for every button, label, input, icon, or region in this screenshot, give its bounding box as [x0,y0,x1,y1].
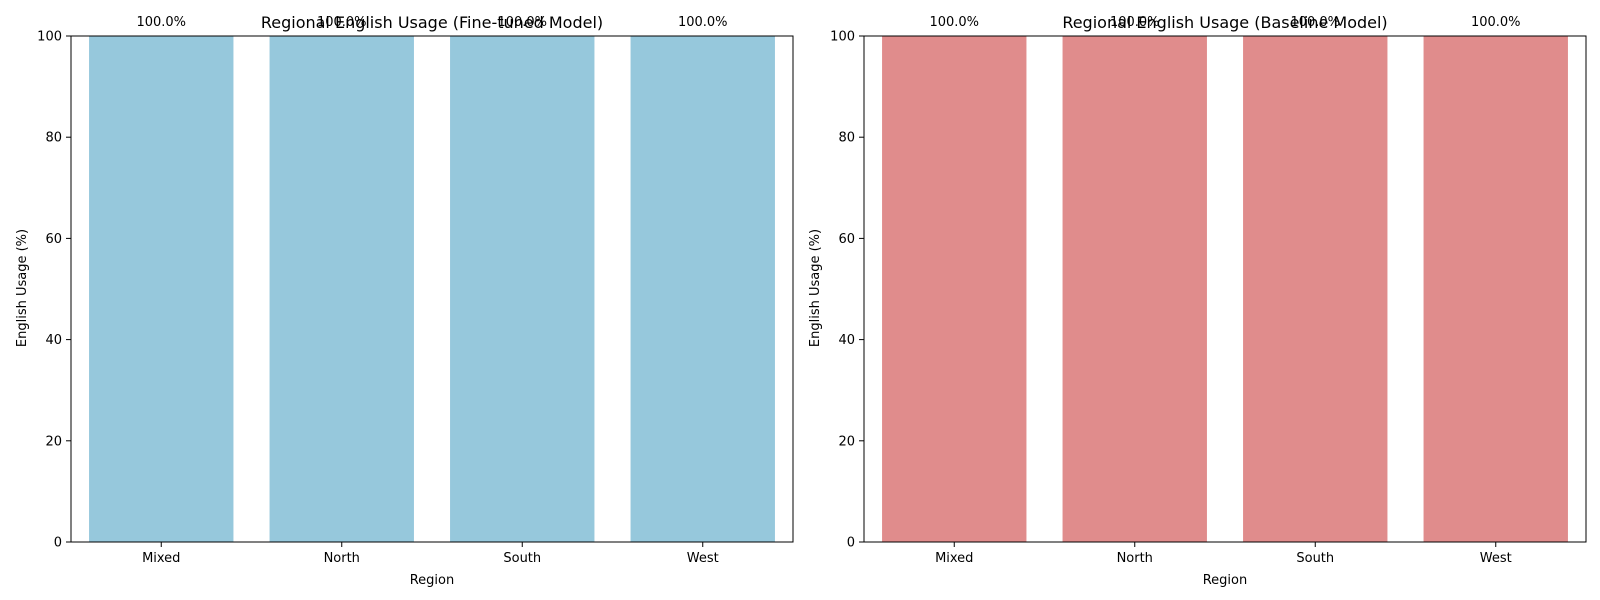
x-axis-label: Region [410,573,455,588]
chart-title: Regional English Usage (Baseline Model) [1062,13,1387,32]
y-tick-label: 100 [830,30,855,45]
bars [89,36,775,542]
y-tick-label: 80 [838,131,855,146]
bar-south [450,36,595,542]
y-tick-label: 0 [847,536,855,551]
plot-frame [70,35,794,543]
data-label: 100.0% [1471,15,1521,30]
x-tick-label: North [324,551,360,566]
y-tick-label: 20 [45,434,62,449]
y-tick-label: 60 [45,232,62,247]
y-ticks: 0 20 40 60 80 100 [830,30,864,551]
y-tick-label: 60 [838,232,855,247]
data-label: 100.0% [678,15,728,30]
bar-west [1423,36,1568,542]
x-tick-label: Mixed [142,551,180,566]
data-label: 100.0% [1110,15,1160,30]
chart-panel-fine-tuned: Regional English Usage (Fine-tuned Model… [15,13,794,588]
x-tick-label: North [1117,551,1153,566]
data-label: 100.0% [497,15,547,30]
y-tick-label: 0 [54,536,62,551]
y-axis-label: English Usage (%) [15,229,30,347]
bar-north [1062,36,1207,542]
data-label: 100.0% [136,15,186,30]
plot-frame [863,35,1587,543]
value-labels: 100.0% 100.0% 100.0% 100.0% [136,15,727,30]
x-tick-label: South [1296,551,1334,566]
bar-south [1243,36,1388,542]
y-tick-label: 100 [37,30,62,45]
bar-mixed [882,36,1027,542]
x-tick-label: West [687,551,719,566]
chart-title: Regional English Usage (Fine-tuned Model… [261,13,603,32]
x-ticks: Mixed North South West [935,542,1512,566]
x-axis-label: Region [1203,573,1248,588]
x-tick-label: West [1480,551,1512,566]
chart-panel-baseline: Regional English Usage (Baseline Model) … [808,13,1587,588]
y-tick-label: 40 [45,333,62,348]
value-labels: 100.0% 100.0% 100.0% 100.0% [929,15,1520,30]
data-label: 100.0% [1290,15,1340,30]
bar-west [630,36,775,542]
bar-mixed [89,36,234,542]
y-ticks: 0 20 40 60 80 100 [37,30,71,551]
data-label: 100.0% [317,15,367,30]
x-tick-label: Mixed [935,551,973,566]
y-tick-label: 40 [838,333,855,348]
x-ticks: Mixed North South West [142,542,719,566]
y-tick-label: 20 [838,434,855,449]
data-label: 100.0% [929,15,979,30]
bars [882,36,1568,542]
bar-north [269,36,414,542]
x-tick-label: South [503,551,541,566]
y-axis-label: English Usage (%) [808,229,823,347]
y-tick-label: 80 [45,131,62,146]
